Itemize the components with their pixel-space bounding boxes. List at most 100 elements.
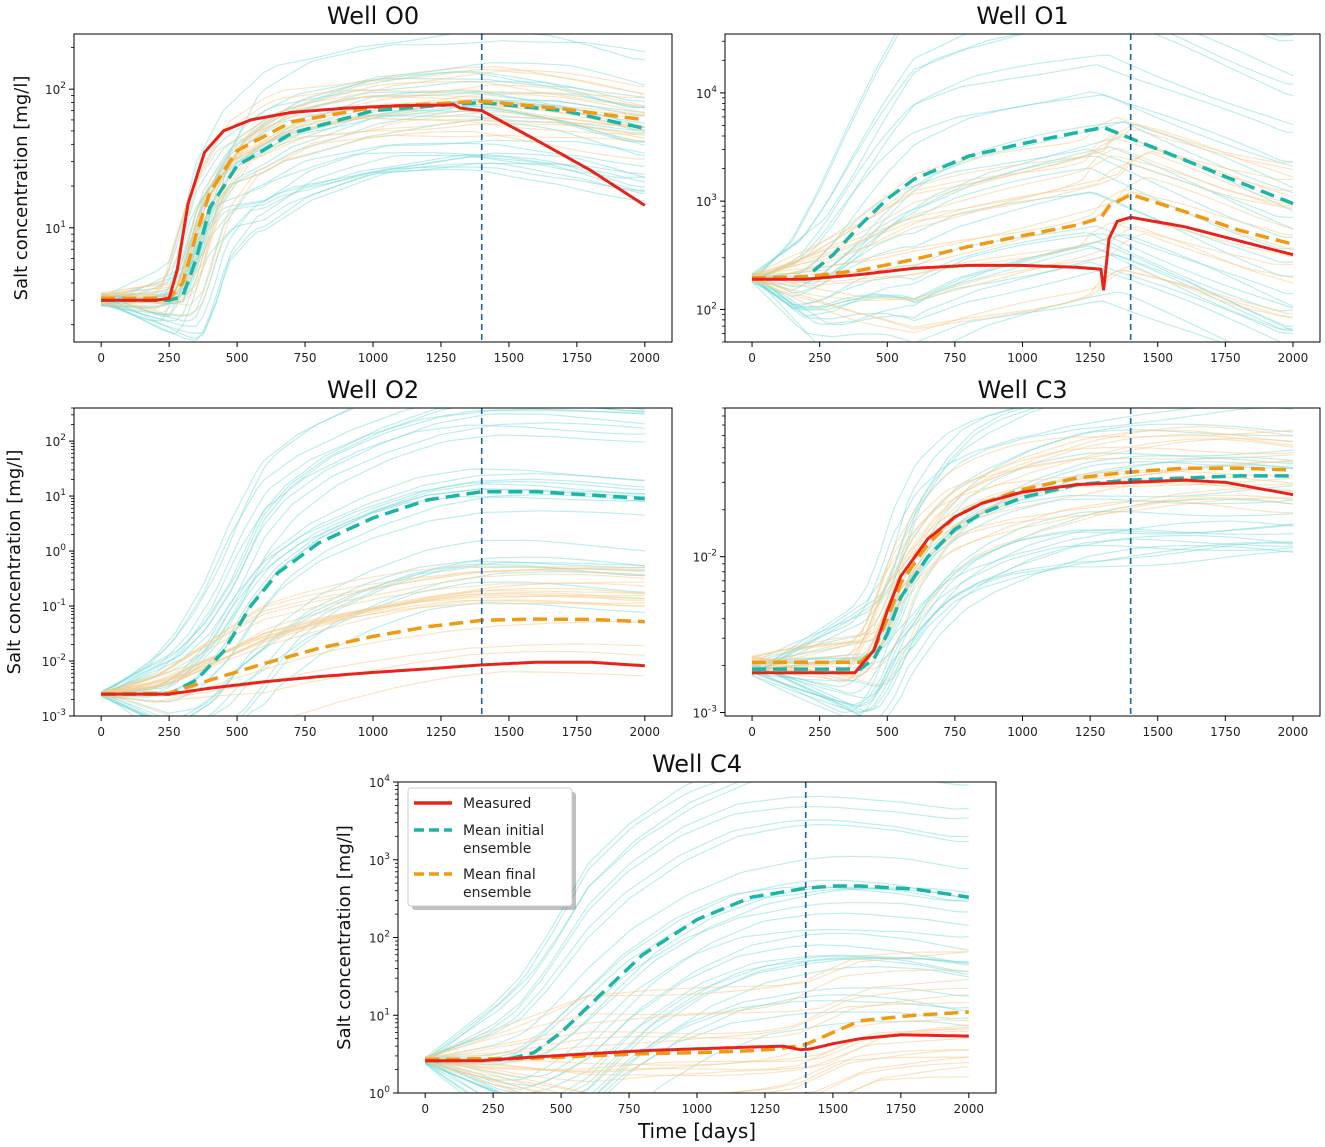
initial-ensemble-member: [751, 408, 1294, 671]
panel-well-o2: Well O2 0 250 500 750 1000 1250 1500 1750 2000 10-…: [4, 376, 673, 739]
x-tick-label: 1500: [1142, 351, 1173, 365]
final-ensemble-member: [751, 429, 1294, 657]
initial-ensemble-member: [100, 556, 645, 716]
initial-ensemble-member: [100, 408, 645, 693]
x-tick-label: 0: [421, 1102, 429, 1116]
panel-well-c3: Well C3 0 250 500 750 1000 1250 1500 1750 2000 10-…: [693, 376, 1321, 739]
initial-ensemble-member: [424, 1011, 969, 1093]
initial-ensemble-member: [751, 408, 1022, 675]
initial-ensemble-member: [751, 261, 1294, 334]
plot-area: [100, 408, 645, 716]
initial-ensemble-member: [101, 468, 645, 693]
final-ensemble-member: [751, 446, 1294, 661]
final-ensemble-member: [751, 216, 1294, 287]
initial-ensemble-member: [424, 805, 969, 1062]
initial-ensemble-member: [751, 233, 1294, 324]
initial-ensemble-member: [751, 455, 1294, 664]
x-tick-label: 1250: [426, 725, 457, 739]
final-ensemble-member: [751, 497, 1294, 681]
final-ensemble-member: [751, 438, 1294, 661]
initial-ensemble-member: [424, 944, 969, 1091]
panel-title: Well O2: [327, 376, 419, 404]
final-ensemble-member: [751, 188, 1294, 280]
initial-ensemble-member: [101, 152, 645, 322]
final-ensemble-member: [751, 155, 1294, 277]
x-tick-label: 500: [876, 351, 899, 365]
initial-ensemble-member: [425, 885, 969, 1063]
initial-ensemble-member: [100, 408, 353, 695]
plot-area: [751, 34, 1294, 342]
plot-area: [100, 34, 646, 341]
final-ensemble-member: [751, 497, 1294, 685]
panel-title: Well O0: [327, 2, 419, 30]
initial-ensemble-member: [101, 119, 645, 305]
x-tick-label: 1750: [886, 1102, 917, 1116]
x-tick-label: 1500: [494, 351, 525, 365]
initial-ensemble-member: [751, 232, 1294, 312]
x-tick-label: 1750: [562, 351, 593, 365]
y-tick-label: 102: [696, 301, 717, 317]
x-tick-label: 250: [808, 725, 831, 739]
initial-ensemble-member: [424, 795, 969, 1061]
final-ensemble-member: [425, 1019, 969, 1066]
measured-line: [101, 103, 646, 302]
x-tick-label: 1250: [1075, 351, 1106, 365]
y-tick-label: 102: [369, 930, 390, 946]
initial-ensemble-member: [751, 146, 1294, 285]
initial-ensemble-member: [751, 64, 1294, 282]
initial-ensemble-member: [100, 570, 645, 716]
legend-label-initial: ensemble: [463, 841, 531, 857]
x-tick-label: 1000: [682, 1102, 713, 1116]
plot-area: [424, 782, 970, 1093]
initial-ensemble-member: [100, 566, 645, 716]
initial-ensemble-member: [100, 408, 357, 697]
x-tick-label: 250: [158, 725, 181, 739]
final-ensemble-member: [751, 425, 1294, 659]
x-tick-label: 1250: [1075, 725, 1106, 739]
initial-ensemble-member: [100, 424, 645, 695]
final-ensemble-member: [751, 152, 1294, 275]
initial-ensemble-member: [101, 434, 645, 694]
initial-ensemble-member: [424, 954, 969, 1093]
initial-ensemble-member: [101, 156, 645, 318]
initial-ensemble-member: [751, 34, 1294, 283]
x-tick-label: 500: [550, 1102, 573, 1116]
final-ensemble-member: [751, 494, 1294, 678]
x-tick-label: 2000: [954, 1102, 985, 1116]
initial-ensemble-member: [751, 192, 1294, 298]
initial-ensemble-member: [751, 408, 1046, 664]
final-ensemble-member: [751, 116, 1294, 282]
final-ensemble-member: [425, 969, 969, 1059]
y-axis-label: Salt concentration [mg/l]: [11, 76, 32, 301]
x-tick-label: 1750: [1210, 725, 1241, 739]
final-ensemble-member: [101, 643, 645, 703]
initial-ensemble-member: [100, 408, 645, 693]
legend: Measured Mean initial ensemble Mean final en…: [407, 787, 576, 910]
x-axis-label: Time [days]: [637, 1119, 756, 1143]
initial-ensemble-member: [751, 121, 1294, 280]
x-tick-label: 1000: [1007, 351, 1038, 365]
panel-well-o1: Well O1 0 250 500 750 1000 1250 1500 1750 2000 102…: [696, 2, 1321, 365]
initial-ensemble-member: [424, 782, 695, 1059]
y-tick-label: 104: [369, 774, 390, 790]
final-ensemble-member: [425, 987, 969, 1062]
initial-ensemble-member: [751, 544, 1294, 714]
initial-ensemble-member: [751, 91, 1294, 280]
initial-ensemble-member: [101, 493, 645, 695]
initial-ensemble-member: [425, 902, 969, 1066]
initial-ensemble-member: [101, 539, 645, 714]
y-tick-label: 10-3: [693, 705, 717, 721]
y-axis-label: Salt concentration [mg/l]: [4, 450, 25, 675]
initial-ensemble-member: [424, 782, 969, 1060]
mean-final-line: [101, 99, 645, 301]
initial-ensemble-member: [751, 155, 1294, 288]
x-tick-label: 2000: [630, 725, 661, 739]
initial-ensemble-member: [751, 245, 1294, 330]
initial-ensemble-member: [751, 54, 1294, 282]
initial-ensemble-member: [751, 34, 1294, 276]
initial-ensemble-member: [751, 542, 1294, 713]
final-ensemble-member: [751, 500, 1294, 684]
final-ensemble-member: [751, 429, 1294, 667]
x-tick-label: 250: [482, 1102, 505, 1116]
